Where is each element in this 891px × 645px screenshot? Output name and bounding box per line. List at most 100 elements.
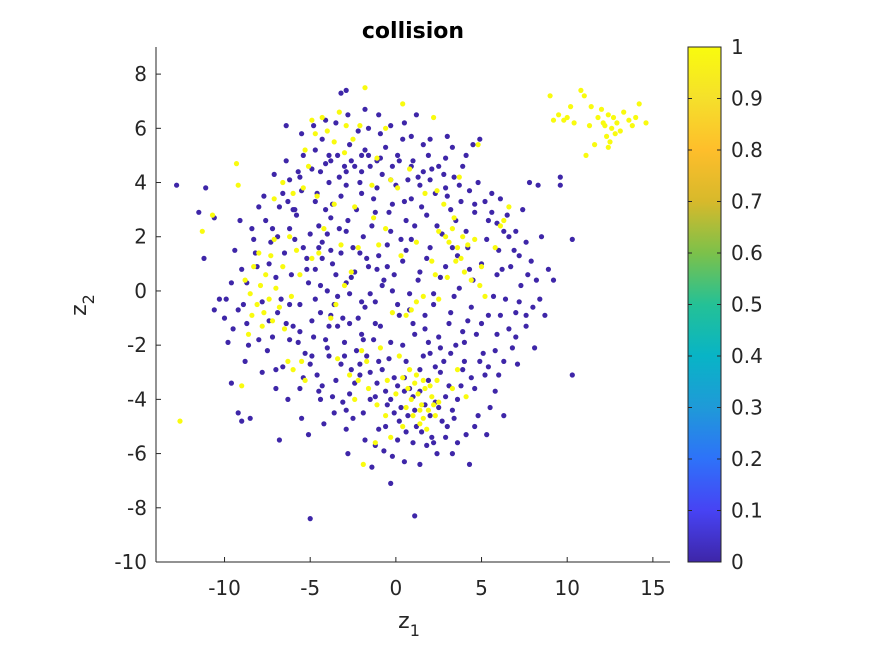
scatter-point-0-435 [427, 350, 433, 356]
scatter-point-0-99 [473, 331, 479, 337]
scatter-point-0-131 [348, 274, 354, 280]
scatter-point-0-345 [403, 358, 409, 364]
scatter-point-0-332 [410, 158, 416, 164]
scatter-point-1-138 [400, 375, 406, 381]
scatter-point-0-211 [261, 193, 267, 199]
scatter-point-0-315 [400, 258, 406, 264]
scatter-point-0-308 [280, 190, 286, 196]
scatter-point-0-275 [309, 318, 315, 324]
scatter-point-0-429 [228, 280, 234, 286]
scatter-point-0-243 [311, 334, 317, 340]
scatter-point-0-379 [388, 396, 394, 402]
scatter-point-0-239 [343, 426, 349, 432]
scatter-point-0-218 [400, 136, 406, 142]
scatter-point-0-237 [381, 448, 387, 454]
scatter-point-0-124 [454, 253, 461, 259]
scatter-point-0-410 [317, 282, 324, 289]
scatter-point-1-126 [436, 296, 442, 302]
scatter-point-0-5 [221, 315, 228, 321]
scatter-point-0-18 [311, 123, 317, 129]
scatter-point-0-390 [533, 277, 540, 283]
scatter-point-1-50 [249, 312, 255, 318]
scatter-point-0-1 [196, 209, 202, 215]
scatter-point-0-241 [317, 396, 324, 402]
scatter-point-0-443 [427, 136, 433, 142]
scatter-point-0-358 [451, 415, 457, 421]
scatter-point-0-335 [362, 147, 368, 153]
scatter-point-0-370 [374, 185, 380, 191]
scatter-point-1-42 [257, 282, 264, 289]
scatter-point-0-30 [520, 207, 526, 213]
scatter-point-1-32 [177, 418, 183, 424]
scatter-point-0-33 [545, 266, 552, 272]
scatter-point-1-128 [396, 353, 402, 359]
scatter-point-0-148 [324, 288, 330, 294]
scatter-point-0-193 [360, 410, 366, 416]
scatter-point-1-97 [461, 269, 467, 275]
scatter-point-1-135 [374, 402, 380, 408]
scatter-point-1-129 [377, 345, 383, 351]
scatter-point-0-191 [333, 377, 339, 383]
scatter-point-0-224 [504, 212, 510, 218]
scatter-point-0-153 [398, 404, 404, 411]
scatter-point-1-59 [271, 236, 277, 242]
scatter-point-0-66 [350, 415, 356, 421]
scatter-point-1-157 [407, 367, 413, 373]
scatter-point-0-346 [388, 339, 394, 345]
scatter-point-0-321 [492, 348, 498, 354]
scatter-point-0-212 [287, 177, 293, 183]
scatter-point-1-29 [600, 120, 606, 126]
scatter-point-0-180 [497, 312, 503, 318]
x-axis-ticks: -10 -5 0 5 10 15 [208, 557, 666, 600]
scatter-point-0-23 [401, 120, 407, 126]
scatter-point-1-117 [316, 250, 322, 256]
scatter-point-0-265 [357, 179, 363, 186]
scatter-point-0-413 [360, 337, 366, 343]
colorbar-tick-label-0: 0 [731, 550, 744, 574]
scatter-point-1-47 [273, 285, 279, 291]
scatter-point-1-39 [247, 291, 253, 297]
scatter-point-0-391 [516, 253, 522, 259]
scatter-point-0-384 [460, 367, 466, 373]
scatter-point-1-13 [612, 131, 618, 137]
scatter-point-1-75 [309, 117, 315, 123]
scatter-point-1-154 [420, 377, 426, 383]
scatter-point-1-141 [412, 380, 418, 386]
scatter-point-0-244 [317, 310, 324, 316]
scatter-point-1-76 [341, 150, 348, 156]
scatter-point-0-2 [203, 185, 209, 191]
scatter-point-0-408 [292, 236, 298, 242]
scatter-point-0-106 [357, 361, 363, 367]
scatter-point-0-409 [304, 266, 310, 272]
scatter-point-0-27 [477, 136, 483, 142]
scatter-point-0-21 [362, 106, 368, 112]
scatter-point-1-114 [333, 301, 339, 308]
scatter-point-1-131 [347, 372, 353, 378]
scatter-point-0-400 [389, 163, 395, 169]
scatter-point-0-174 [456, 182, 462, 188]
scatter-point-0-311 [338, 193, 344, 199]
scatter-point-0-7 [225, 339, 231, 345]
scatter-point-0-340 [374, 266, 380, 272]
scatter-point-0-433 [396, 312, 402, 318]
scatter-point-0-203 [319, 255, 325, 261]
scatter-point-0-262 [401, 198, 407, 205]
colorbar-tick-label-5: 0.5 [731, 293, 763, 317]
scatter-point-1-21 [592, 142, 598, 148]
scatter-point-1-74 [362, 85, 368, 91]
colorbar: 0 0.1 0.2 0.3 0.4 0.5 0.6 0.7 0.8 0.9 1 [687, 35, 763, 574]
scatter-point-0-144 [345, 217, 351, 224]
scatter-point-0-205 [293, 212, 300, 218]
scatter-point-0-199 [377, 323, 383, 329]
scatter-point-1-152 [403, 404, 409, 411]
scatter-point-0-53 [369, 464, 375, 470]
x-axis-label-subscript: 1 [410, 621, 420, 640]
scatter-point-1-18 [633, 114, 639, 121]
chart-title: collision [362, 19, 464, 44]
scatter-point-1-45 [266, 296, 272, 302]
scatter-point-0-280 [379, 367, 385, 373]
scatter-point-0-60 [211, 307, 217, 313]
scatter-point-0-88 [383, 144, 389, 150]
scatter-point-1-64 [305, 163, 312, 169]
scatter-point-1-143 [419, 402, 425, 408]
